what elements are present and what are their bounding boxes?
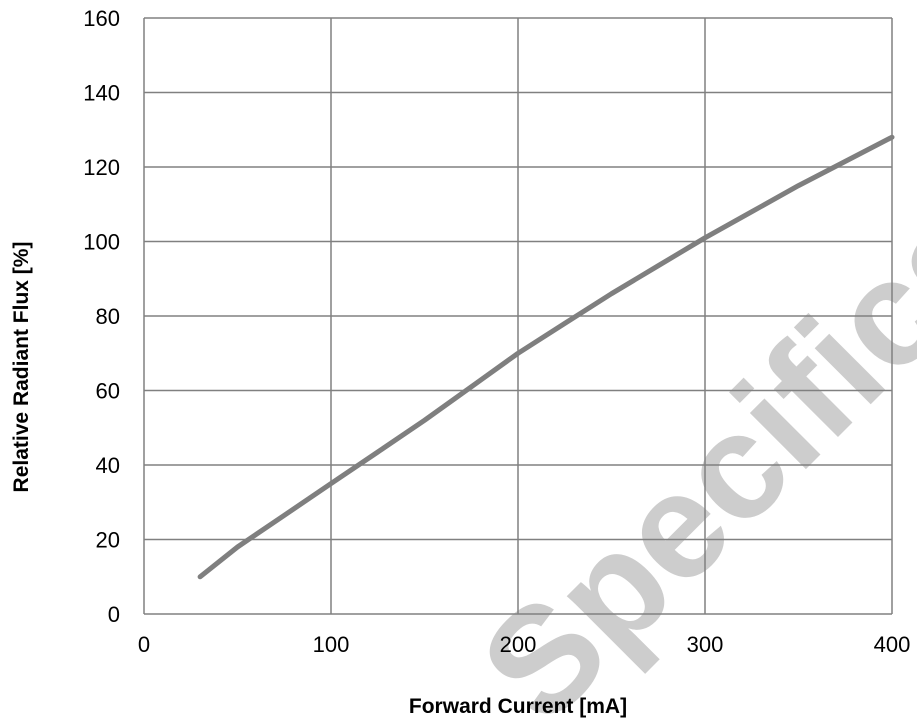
grid	[143, 17, 893, 615]
y-tick-label: 40	[96, 453, 120, 478]
x-axis-ticks: 0 100 200 300 400	[138, 632, 910, 657]
x-tick-label: 400	[874, 632, 911, 657]
y-tick-label: 80	[96, 304, 120, 329]
x-tick-label: 100	[313, 632, 350, 657]
x-tick-label: 200	[500, 632, 537, 657]
x-tick-label: 0	[138, 632, 150, 657]
y-tick-label: 60	[96, 379, 120, 404]
y-axis-title: Relative Radiant Flux [%]	[10, 242, 33, 493]
y-tick-label: 100	[83, 230, 120, 255]
y-tick-label: 120	[83, 155, 120, 180]
y-axis-ticks: 0 20 40 60 80 100 120 140 160	[83, 6, 120, 627]
x-tick-label: 300	[687, 632, 724, 657]
series-layer	[197, 134, 895, 580]
x-axis-title: Forward Current [mA]	[409, 695, 627, 718]
y-tick-label: 140	[83, 81, 120, 106]
y-tick-label: 20	[96, 528, 120, 553]
y-tick-label: 0	[108, 602, 120, 627]
y-tick-label: 160	[83, 6, 120, 31]
series-line	[197, 134, 895, 580]
